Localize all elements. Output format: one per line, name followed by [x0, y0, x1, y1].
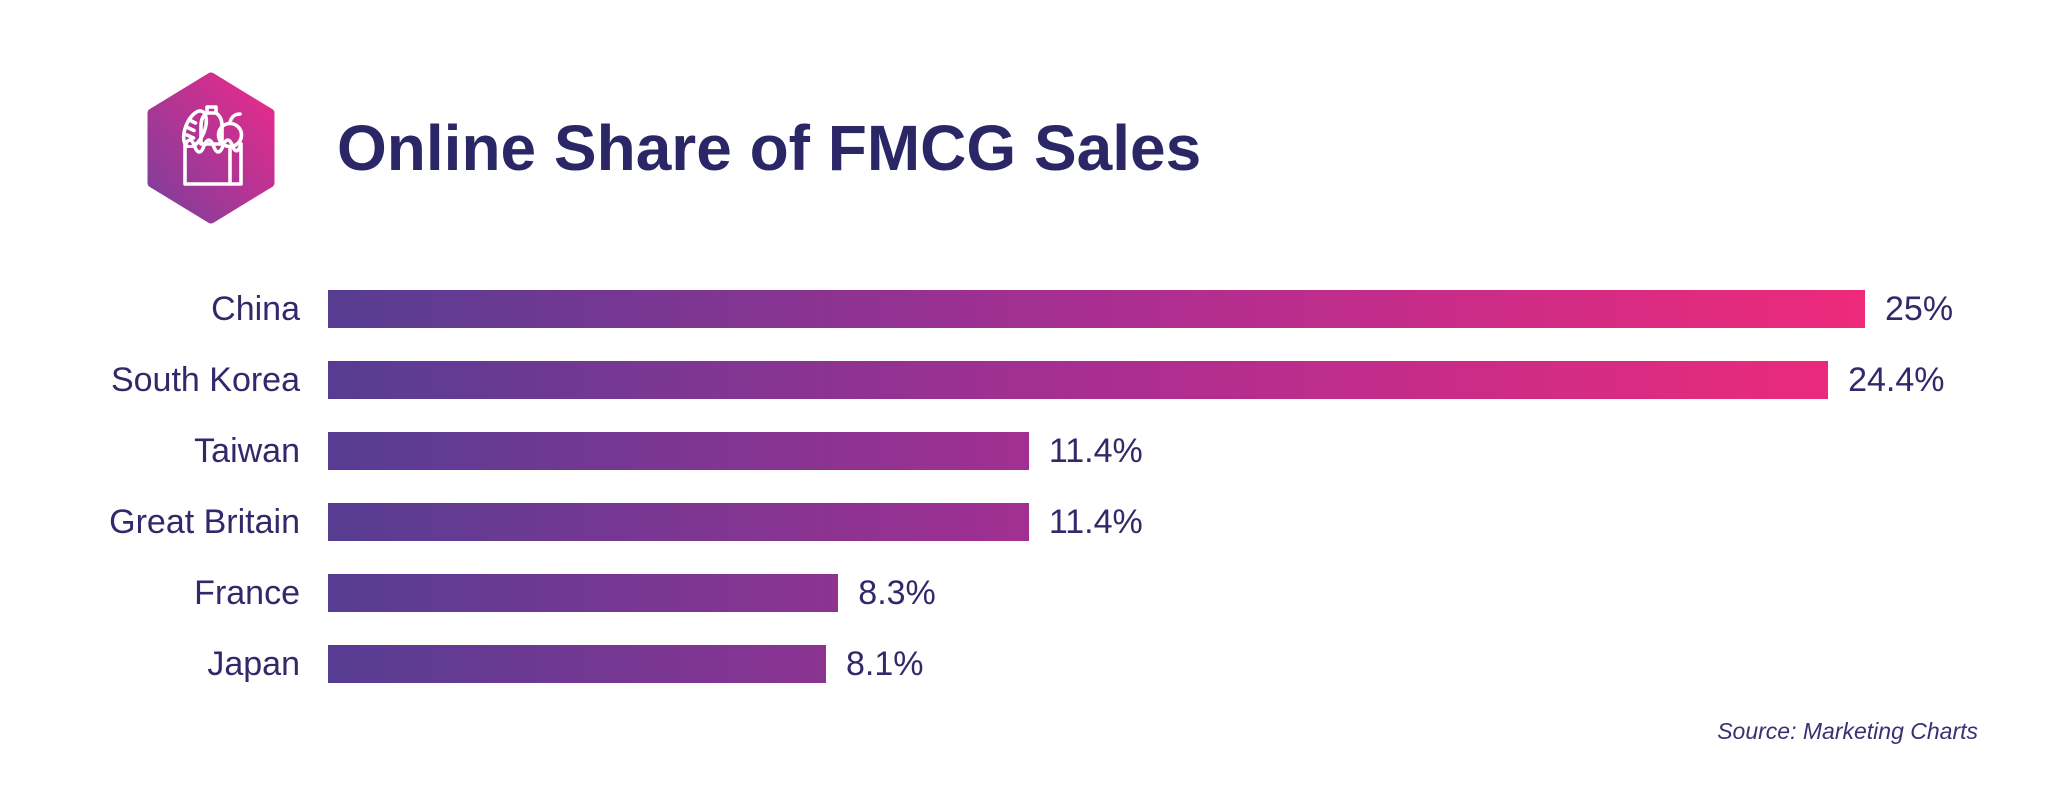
bar [328, 574, 839, 612]
bar-row: France 8.3% [0, 574, 2048, 612]
bar-row: China 25% [0, 290, 2048, 328]
bar [328, 503, 1029, 541]
category-label: South Korea [110, 360, 300, 399]
category-label: Great Britain [109, 502, 300, 541]
bar [328, 645, 826, 683]
bar [328, 361, 1829, 399]
bar-row: Taiwan 11.4% [0, 432, 2048, 470]
page-title: Online Share of FMCG Sales [337, 112, 1202, 184]
source-note: Source: Marketing Charts [1717, 718, 1978, 744]
value-label: 8.3% [858, 573, 936, 612]
grocery-bag-hexagon-icon [147, 72, 275, 224]
value-label: 11.4% [1048, 502, 1143, 541]
category-label: Japan [207, 644, 300, 683]
category-label: Taiwan [194, 431, 300, 470]
value-label: 11.4% [1048, 431, 1143, 470]
bar [328, 290, 1865, 328]
groceries-icon [181, 105, 244, 148]
bar-chart: China 25% South Korea 24.4% Taiwan 11.4%… [0, 290, 2048, 683]
category-label: France [194, 573, 300, 612]
bar-row: South Korea 24.4% [0, 361, 2048, 399]
value-label: 8.1% [845, 644, 924, 683]
bar-row: Great Britain 11.4% [0, 503, 2048, 541]
bar [328, 432, 1029, 470]
value-label: 24.4% [1848, 360, 1945, 399]
header: Online Share of FMCG Sales [143, 72, 1201, 224]
bag-icon [183, 138, 243, 186]
value-label: 25% [1885, 289, 1954, 328]
bar-row: Japan 8.1% [0, 645, 2048, 683]
category-label: China [211, 289, 300, 328]
